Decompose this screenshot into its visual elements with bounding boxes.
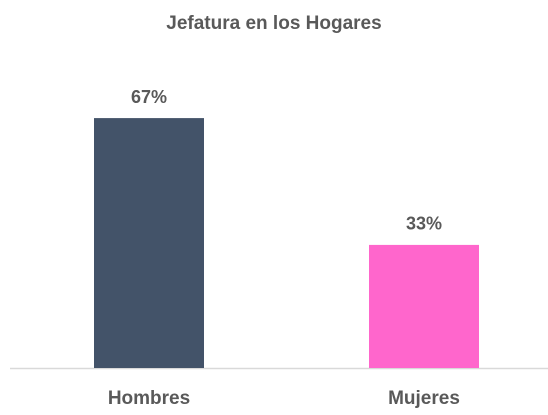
value-label: 67% (131, 87, 167, 107)
x-tick-label: Mujeres (388, 388, 460, 409)
bar (369, 244, 479, 368)
x-tick-label: Hombres (108, 388, 190, 409)
bar (94, 118, 204, 368)
value-label: 33% (406, 214, 442, 234)
chart-title: Jefatura en los Hogares (166, 13, 381, 34)
